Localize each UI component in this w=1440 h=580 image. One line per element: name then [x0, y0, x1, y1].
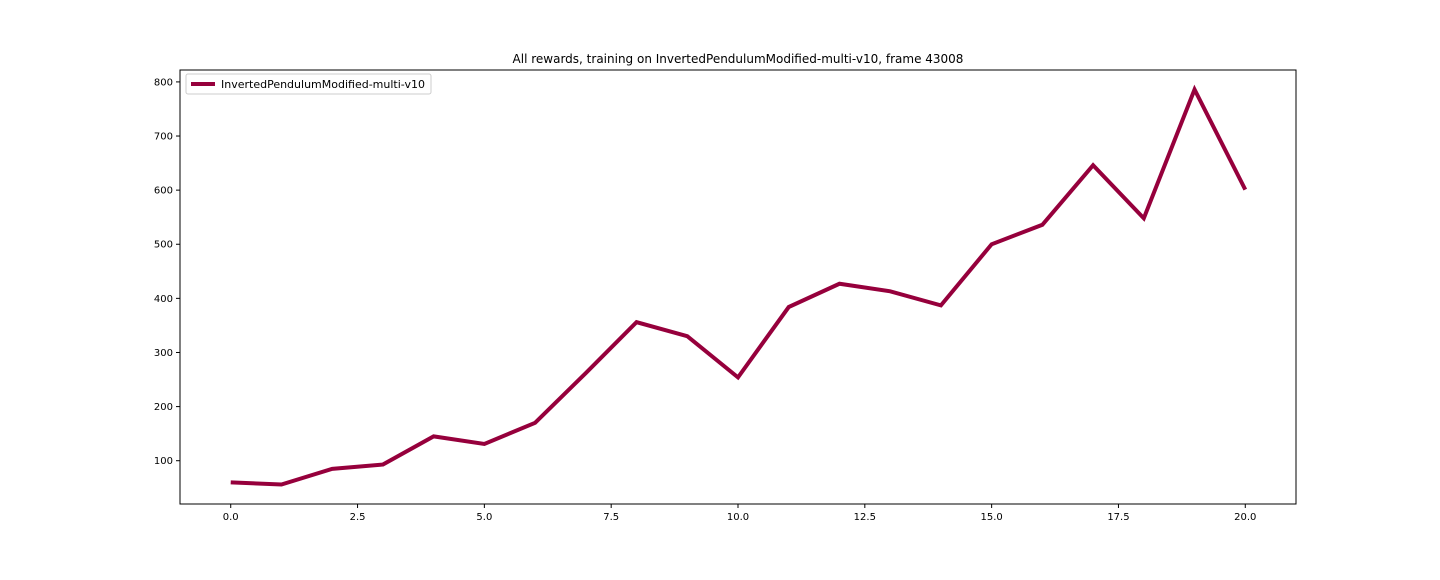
y-tick-label: 800: [154, 77, 173, 88]
legend-label: InvertedPendulumModified-multi-v10: [221, 78, 425, 91]
y-tick-label: 500: [154, 240, 173, 251]
plot-area: 0.0 2.5 5.0 7.5 10.0 12.5 15.0 17.5 20.0 100 200 30…: [154, 69, 1297, 523]
y-tick-label: 400: [154, 294, 173, 305]
y-tick-label: 100: [154, 456, 173, 467]
x-tick-label: 5.0: [476, 512, 492, 523]
legend-frame: [185, 73, 432, 95]
y-tick-label: 700: [154, 132, 173, 143]
x-tick-label: 20.0: [1234, 512, 1256, 523]
chart-title: All rewards, training on InvertedPendulu…: [513, 52, 964, 66]
x-tick-label: 12.5: [854, 512, 876, 523]
x-tick-label: 10.0: [727, 512, 749, 523]
y-tick-label: 200: [154, 402, 173, 413]
legend: InvertedPendulumModified-multi-v10: [185, 73, 432, 95]
x-tick-label: 0.0: [223, 512, 239, 523]
y-tick-label: 600: [154, 186, 173, 197]
x-tick-label: 7.5: [603, 512, 619, 523]
y-tick-label: 300: [154, 348, 173, 359]
axes-frame: [179, 69, 1297, 505]
x-tick-label: 15.0: [981, 512, 1003, 523]
x-tick-label: 2.5: [350, 512, 366, 523]
x-tick-label: 17.5: [1107, 512, 1129, 523]
series-line: [230, 84, 1248, 487]
